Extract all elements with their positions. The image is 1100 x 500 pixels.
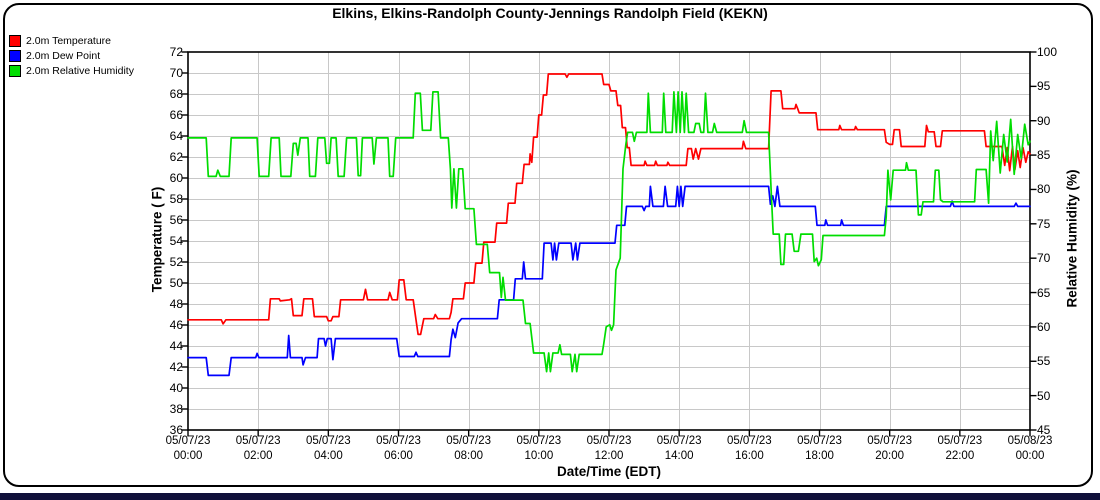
window-edge-strip: [0, 493, 1100, 500]
-m-dew-point-line: [187, 185, 1031, 377]
legend-item-dew-point: 2.0m Dew Point: [9, 50, 134, 62]
y-right-tick-label: 90: [1037, 113, 1051, 128]
y-right-tick-label: 80: [1037, 182, 1051, 197]
y-left-tick-label: 66: [169, 108, 183, 122]
y-left-tick-label: 72: [169, 45, 183, 59]
temperature-swatch-icon: [9, 35, 21, 47]
y-left-tick-label: 38: [169, 402, 183, 416]
y-left-tick-label: 52: [169, 255, 183, 269]
-m-temperature-line: [187, 73, 1031, 336]
y-left-tick-label: 44: [169, 339, 183, 353]
y-left-tick-label: 54: [169, 234, 183, 248]
legend: 2.0m Temperature 2.0m Dew Point 2.0m Rel…: [9, 35, 134, 80]
x-tick-label: 05/07/23 14:00: [656, 435, 702, 462]
legend-item-relative-humidity: 2.0m Relative Humidity: [9, 65, 134, 77]
x-tick-label: 05/07/23 22:00: [937, 435, 983, 462]
y-right-tick-label: 45: [1037, 423, 1051, 437]
x-tick-label: 05/07/23 12:00: [586, 435, 632, 462]
y-right-tick-label: 60: [1037, 319, 1051, 334]
y-left-tick-label: 42: [169, 360, 183, 374]
y-right-tick-label: 75: [1037, 216, 1051, 231]
y-right-tick-label: 50: [1037, 388, 1051, 403]
x-tick-label: 05/07/23 20:00: [867, 435, 913, 462]
chart-title: Elkins, Elkins-Randolph County-Jennings …: [332, 5, 768, 21]
y-right-tick-label: 70: [1037, 251, 1051, 266]
x-tick-label: 05/07/23 18:00: [797, 435, 842, 462]
y-left-tick-label: 40: [169, 381, 183, 395]
x-tick-label: 05/07/23 02:00: [235, 435, 281, 462]
legend-label: 2.0m Dew Point: [26, 50, 101, 62]
x-tick-label: 05/07/23 16:00: [726, 435, 772, 462]
y-left-tick-label: 46: [169, 318, 183, 332]
y-left-tick-label: 60: [169, 171, 183, 185]
y-left-tick-label: 64: [169, 129, 183, 143]
y-right-tick-label: 55: [1037, 354, 1051, 369]
x-axis-title: Date/Time (EDT): [556, 464, 662, 479]
y-left-tick-label: 50: [169, 276, 183, 290]
y-left-tick-label: 58: [169, 192, 183, 206]
y-left-tick-label: 56: [169, 213, 183, 227]
y-left-tick-label: 48: [169, 297, 183, 311]
y-left-tick-label: 68: [169, 87, 183, 101]
y-right-tick-label: 85: [1037, 148, 1051, 163]
y-left-tick-label: 36: [169, 423, 183, 437]
dew-point-swatch-icon: [9, 50, 21, 62]
-m-relative-humidity-line: [187, 91, 1031, 373]
legend-item-temperature: 2.0m Temperature: [9, 35, 134, 47]
figure-border: [3, 3, 1093, 487]
x-tick-label: 05/07/23 00:00: [165, 435, 211, 462]
y-right-tick-label: 95: [1037, 79, 1051, 94]
relative-humidity-swatch-icon: [9, 65, 21, 77]
x-tick-label: 05/07/23 10:00: [516, 435, 562, 462]
x-tick-label: 05/07/23 06:00: [376, 435, 421, 462]
x-tick-label: 05/08/23 00:00: [1007, 435, 1053, 462]
y-right-tick-label: 100: [1037, 45, 1058, 59]
y-right-tick-label: 65: [1037, 285, 1051, 300]
legend-label: 2.0m Temperature: [26, 35, 112, 47]
y-left-tick-label: 62: [169, 150, 183, 164]
x-tick-label: 05/07/23 08:00: [446, 435, 492, 462]
y-left-tick-label: 70: [169, 66, 183, 80]
legend-label: 2.0m Relative Humidity: [26, 65, 134, 77]
x-tick-label: 05/07/23 04:00: [305, 435, 351, 462]
